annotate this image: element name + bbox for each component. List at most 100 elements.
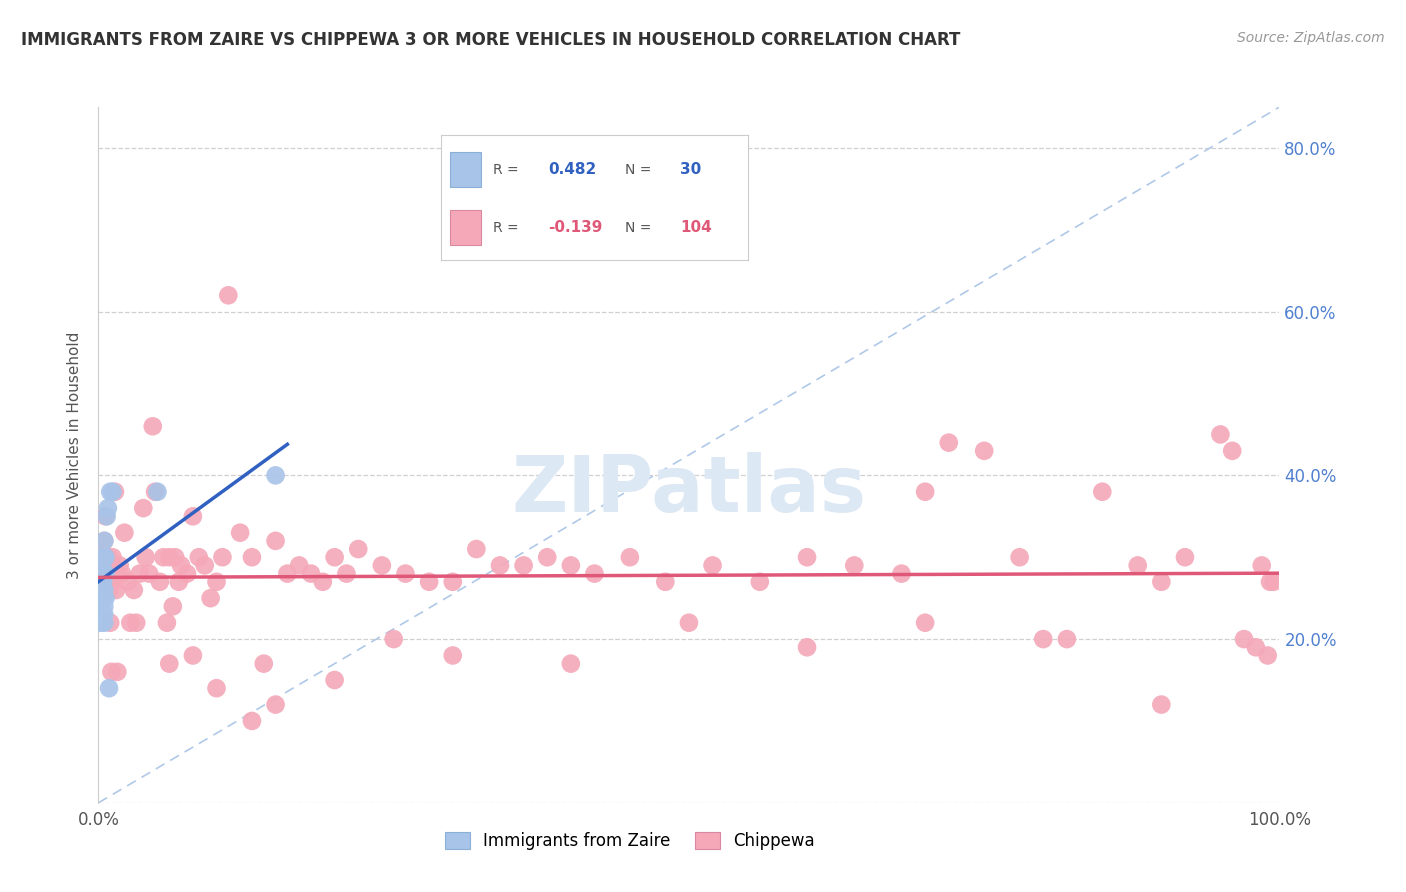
Point	[142, 419, 165, 434]
Point	[465, 542, 488, 557]
Point	[167, 574, 190, 589]
Point	[394, 566, 416, 581]
Point	[98, 484, 121, 499]
Point	[181, 509, 204, 524]
Point	[335, 566, 357, 581]
Point	[240, 714, 263, 728]
Point	[100, 665, 122, 679]
Point	[94, 558, 117, 573]
Point	[1174, 550, 1197, 565]
Point	[844, 558, 866, 573]
Point	[94, 566, 117, 581]
Point	[229, 525, 252, 540]
Point	[702, 558, 724, 573]
Point	[93, 599, 115, 614]
Point	[217, 288, 239, 302]
Point	[101, 484, 124, 499]
Point	[91, 566, 114, 581]
Point	[170, 558, 193, 573]
Point	[1263, 574, 1285, 589]
Point	[120, 615, 142, 630]
Point	[91, 574, 114, 589]
Point	[678, 615, 700, 630]
Point	[1150, 574, 1173, 589]
Point	[312, 574, 335, 589]
Point	[560, 657, 582, 671]
Point	[288, 558, 311, 573]
Point	[264, 468, 287, 483]
Point	[112, 525, 135, 540]
Point	[91, 574, 114, 589]
Point	[1220, 443, 1243, 458]
Legend: Immigrants from Zaire, Chippewa: Immigrants from Zaire, Chippewa	[437, 826, 823, 857]
Point	[1032, 632, 1054, 646]
Point	[91, 558, 114, 573]
Point	[108, 558, 131, 573]
Point	[264, 533, 287, 548]
Point	[162, 599, 184, 614]
Point	[90, 599, 112, 614]
Point	[143, 484, 166, 499]
Point	[1244, 640, 1267, 655]
Point	[98, 681, 121, 696]
Point	[1209, 427, 1232, 442]
Point	[98, 574, 121, 589]
Point	[1257, 648, 1279, 663]
Point	[973, 443, 995, 458]
Point	[205, 574, 228, 589]
Point	[98, 582, 121, 597]
Point	[165, 550, 187, 565]
Point	[187, 550, 209, 565]
Text: IMMIGRANTS FROM ZAIRE VS CHIPPEWA 3 OR MORE VEHICLES IN HOUSEHOLD CORRELATION CH: IMMIGRANTS FROM ZAIRE VS CHIPPEWA 3 OR M…	[21, 31, 960, 49]
Point	[1126, 558, 1149, 573]
Point	[101, 550, 124, 565]
Point	[97, 574, 120, 589]
Point	[890, 566, 912, 581]
Point	[132, 501, 155, 516]
Point	[93, 615, 115, 630]
Point	[91, 550, 114, 565]
Point	[748, 574, 770, 589]
Point	[938, 435, 960, 450]
Point	[146, 484, 169, 499]
Point	[93, 533, 115, 548]
Point	[418, 574, 440, 589]
Point	[91, 566, 114, 581]
Point	[181, 648, 204, 663]
Point	[93, 550, 115, 565]
Point	[441, 574, 464, 589]
Point	[194, 558, 217, 573]
Point	[96, 509, 118, 524]
Point	[264, 698, 287, 712]
Point	[276, 566, 298, 581]
Point	[117, 574, 139, 589]
Point	[93, 566, 115, 581]
Point	[200, 591, 222, 606]
Point	[323, 673, 346, 687]
Point	[176, 566, 198, 581]
Point	[796, 550, 818, 565]
Point	[96, 550, 118, 565]
Point	[382, 632, 405, 646]
Point	[347, 542, 370, 557]
Point	[1150, 698, 1173, 712]
Y-axis label: 3 or more Vehicles in Household: 3 or more Vehicles in Household	[67, 331, 83, 579]
Point	[94, 591, 117, 606]
Point	[489, 558, 512, 573]
Point	[111, 566, 134, 581]
Point	[105, 582, 128, 597]
Point	[98, 615, 121, 630]
Point	[94, 550, 117, 565]
Point	[152, 550, 174, 565]
Point	[135, 550, 157, 565]
Point	[105, 665, 128, 679]
Point	[94, 509, 117, 524]
Point	[90, 615, 112, 630]
Point	[536, 550, 558, 565]
Point	[138, 566, 160, 581]
Point	[253, 657, 276, 671]
Point	[323, 550, 346, 565]
Point	[1056, 632, 1078, 646]
Point	[1091, 484, 1114, 499]
Point	[1233, 632, 1256, 646]
